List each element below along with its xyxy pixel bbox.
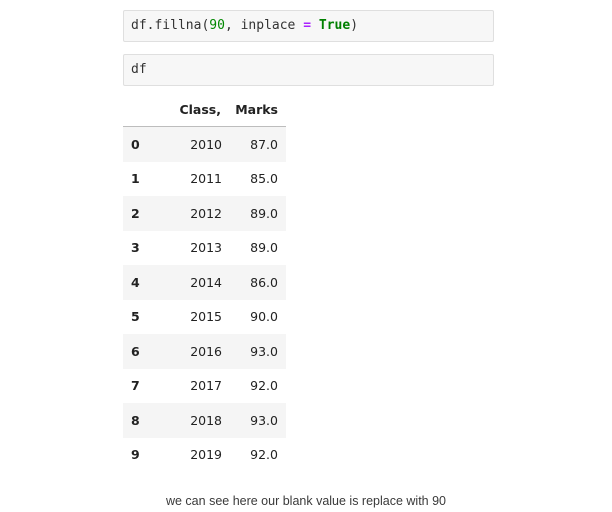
cell-marks: 89.0: [250, 240, 278, 256]
cell-marks: 89.0: [250, 205, 278, 221]
cell-class: 2010: [190, 136, 222, 152]
cell-class: 2017: [190, 378, 222, 394]
cell-class: 2014: [190, 274, 222, 290]
code-token-open-paren: (: [201, 18, 210, 33]
cell-class: 2011: [190, 171, 222, 187]
code-token-object: df: [131, 18, 147, 33]
cell-class: 2013: [190, 240, 222, 256]
code-token-method: fillna: [154, 18, 202, 33]
header-marks: Marks: [222, 93, 286, 127]
row-index: 7: [131, 378, 140, 394]
header-class: Class,: [153, 93, 222, 127]
table-row: 2 2012 89.0: [123, 196, 286, 231]
caption-text: we can see here our blank value is repla…: [165, 494, 447, 508]
cell-marks: 93.0: [250, 343, 278, 359]
code-cell-df[interactable]: df: [123, 54, 494, 86]
row-index: 9: [131, 447, 140, 463]
row-index: 0: [131, 136, 140, 152]
row-index: 6: [131, 343, 140, 359]
code-token-equals: =: [295, 18, 319, 33]
cell-class: 2015: [190, 309, 222, 325]
cell-marks: 85.0: [250, 171, 278, 187]
cell-class: 2016: [190, 343, 222, 359]
code-cell-fillna[interactable]: df.fillna(90, inplace = True): [123, 10, 494, 42]
cell-class: 2019: [190, 447, 222, 463]
cell-class: 2018: [190, 412, 222, 428]
table-row: 6 2016 93.0: [123, 334, 286, 369]
row-index: 3: [131, 240, 140, 256]
table-row: 8 2018 93.0: [123, 403, 286, 438]
table-row: 9 2019 92.0: [123, 437, 286, 472]
cell-class: 2012: [190, 205, 222, 221]
row-index: 2: [131, 205, 140, 221]
row-index: 5: [131, 309, 140, 325]
code-token-true: True: [318, 18, 351, 33]
table-row: 1 2011 85.0: [123, 161, 286, 196]
table-row: 7 2017 92.0: [123, 368, 286, 403]
table-row: 4 2014 86.0: [123, 265, 286, 300]
dataframe-output-table: Class, Marks 0 2010 87.0 1 2011 85.0 2 2…: [123, 93, 286, 472]
cell-marks: 92.0: [250, 447, 278, 463]
table-row: 3 2013 89.0: [123, 230, 286, 265]
row-index: 4: [131, 274, 140, 290]
header-index: [123, 93, 153, 127]
cell-marks: 92.0: [250, 378, 278, 394]
code-token-close-paren: ): [350, 18, 359, 33]
code-token-df: df: [131, 62, 147, 77]
cell-marks: 90.0: [250, 309, 278, 325]
row-index: 1: [131, 171, 140, 187]
code-token-kwarg: inplace: [240, 18, 296, 33]
table-header-row: Class, Marks: [123, 93, 286, 127]
cell-marks: 93.0: [250, 412, 278, 428]
cell-marks: 86.0: [250, 274, 278, 290]
code-token-comma: ,: [224, 18, 241, 33]
code-token-dot: .: [146, 18, 155, 33]
code-token-number: 90: [209, 18, 225, 33]
row-index: 8: [131, 412, 140, 428]
table-row: 0 2010 87.0: [123, 126, 286, 162]
table-row: 5 2015 90.0: [123, 299, 286, 334]
cell-marks: 87.0: [250, 136, 278, 152]
